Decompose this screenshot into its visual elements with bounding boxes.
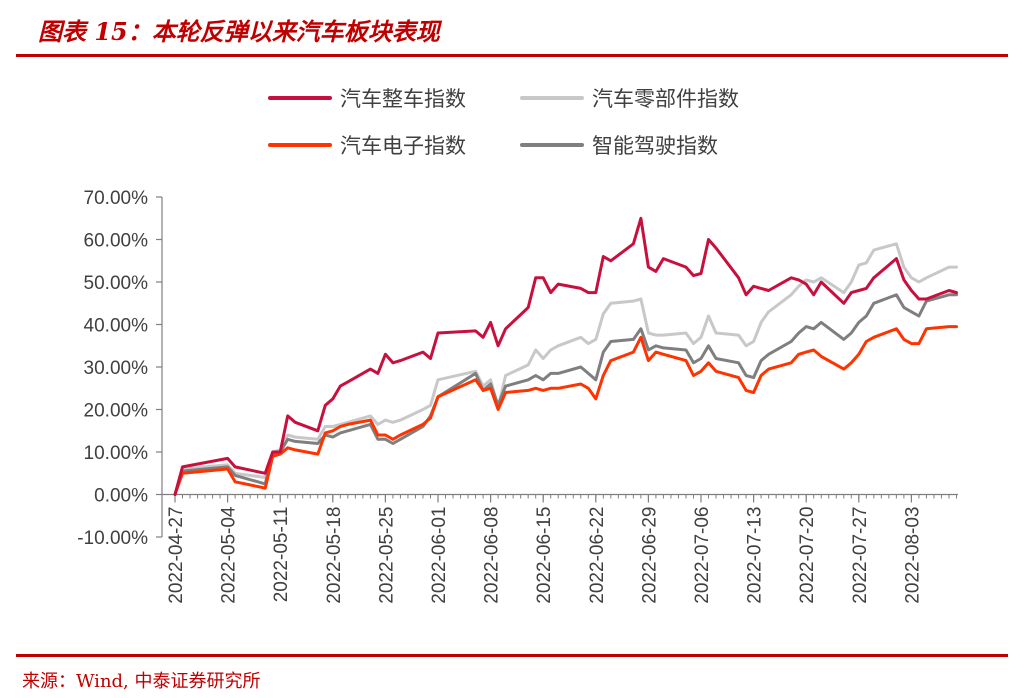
y-tick-label: 10.00%	[84, 443, 149, 464]
x-tick-label: 2022-07-06	[692, 507, 713, 604]
source-note: 来源：Wind, 中泰证券研究所	[22, 671, 261, 692]
header-rule	[16, 54, 1008, 57]
x-tick-label: 2022-04-27	[166, 507, 187, 604]
x-tick-label: 2022-05-04	[219, 506, 240, 604]
y-tick-label: 20.00%	[84, 401, 149, 422]
figure-title: 图表 15：本轮反弹以来汽车板块表现	[38, 17, 440, 46]
legend-label: 智能驾驶指数	[592, 134, 718, 158]
x-tick-label: 2022-07-27	[850, 507, 871, 604]
figure-header: 图表 15：本轮反弹以来汽车板块表现	[0, 0, 1024, 58]
x-tick-label: 2022-05-18	[324, 507, 345, 604]
x-tick-label: 2022-06-01	[429, 507, 450, 604]
y-tick-label: -10.00%	[77, 528, 148, 549]
footer-rule	[16, 654, 1008, 657]
x-tick-label: 2022-06-22	[587, 507, 608, 604]
x-tick-label: 2022-07-13	[745, 507, 766, 604]
y-tick-label: 70.00%	[84, 188, 149, 209]
series-line	[173, 293, 958, 496]
y-tick-label: 0.00%	[94, 486, 148, 507]
series-line	[173, 216, 958, 496]
series-line	[173, 325, 958, 496]
y-tick-label: 60.00%	[84, 231, 149, 252]
x-tick-label: 2022-08-03	[902, 507, 923, 604]
series-line	[173, 242, 958, 496]
y-tick-label: 40.00%	[84, 316, 149, 337]
x-tick-label: 2022-06-08	[482, 507, 503, 604]
legend-label: 汽车电子指数	[340, 134, 466, 158]
y-tick-label: 30.00%	[84, 358, 149, 379]
legend-label: 汽车整车指数	[340, 87, 466, 111]
legend-label: 汽车零部件指数	[592, 87, 739, 111]
x-tick-label: 2022-06-29	[639, 507, 660, 604]
x-tick-label: 2022-06-15	[534, 507, 555, 604]
x-tick-label: 2022-05-25	[376, 507, 397, 604]
x-tick-label: 2022-07-20	[797, 507, 818, 604]
y-tick-label: 50.00%	[84, 273, 149, 294]
x-tick-label: 2022-05-11	[271, 507, 292, 603]
